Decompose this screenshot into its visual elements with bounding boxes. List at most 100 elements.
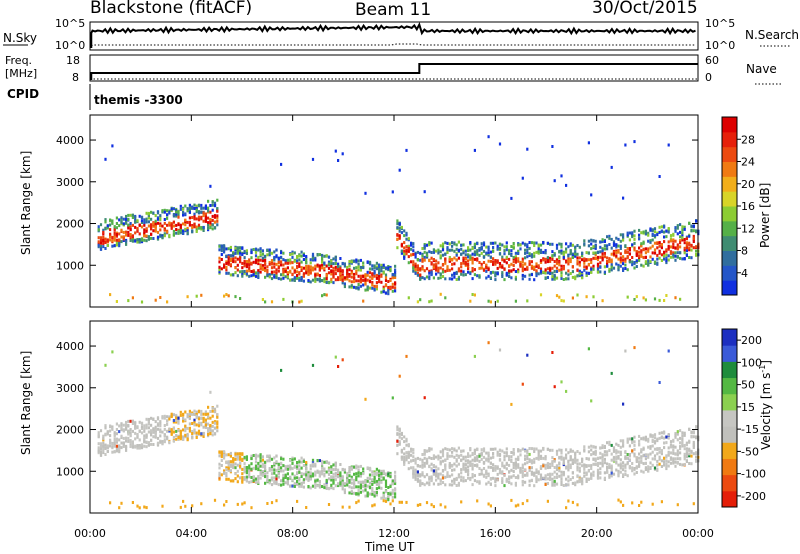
- power-scatter-cell: [526, 245, 529, 249]
- power-scatter-cell: [615, 254, 618, 258]
- power-scatter-cell: [398, 234, 401, 238]
- velocity-scatter-cell: [291, 484, 294, 488]
- velocity-scatter-cell: [147, 426, 150, 430]
- power-scatter-cell: [207, 221, 210, 225]
- velocity-scatter-cell: [129, 434, 132, 438]
- power-scatter-cell: [218, 268, 221, 272]
- velocity-scatter-cell: [558, 456, 561, 460]
- power-scatter-cell: [368, 271, 372, 275]
- velocity-scatter-cell: [512, 462, 515, 465]
- velocity-scatter-cell: [496, 450, 499, 454]
- velocity-scatter-cell: [544, 455, 547, 459]
- power-scatter-cell: [512, 242, 515, 245]
- power-scatter-cell: [453, 271, 456, 275]
- power-scatter-cell: [553, 273, 556, 277]
- velocity-scatter-cell: [642, 462, 645, 466]
- power-scatter-cell: [97, 227, 100, 231]
- velocity-scatter-cell: [455, 464, 458, 468]
- velocity-scatter-cell: [300, 460, 303, 464]
- velocity-scatter-cell: [485, 482, 488, 486]
- velocity-scatter-cell: [252, 476, 255, 480]
- velocity-scatter-cell: [298, 460, 301, 464]
- power-scatter-cell: [642, 230, 645, 234]
- power-scatter-cell: [364, 191, 367, 195]
- velocity-scatter-cell: [216, 404, 219, 408]
- velocity-scatter-cell: [213, 432, 217, 436]
- velocity-scatter-cell: [245, 469, 248, 473]
- velocity-scatter-cell: [400, 455, 403, 459]
- velocity-scatter-cell: [505, 451, 508, 455]
- power-scatter-cell: [435, 266, 438, 269]
- velocity-scatter-cell: [628, 466, 631, 470]
- velocity-scatter-cell: [378, 481, 381, 484]
- velocity-scatter-cell: [270, 472, 274, 476]
- velocity-scatter-cell: [553, 466, 556, 469]
- velocity-scatter-cell: [195, 436, 198, 439]
- power-scatter-cell: [113, 231, 116, 235]
- power-scatter-cell: [172, 207, 175, 211]
- velocity-scatter-cell: [152, 443, 155, 446]
- power-scatter-cell: [138, 240, 141, 244]
- velocity-scatter-cell: [565, 456, 568, 460]
- velocity-scatter-cell: [277, 462, 280, 466]
- power-scatter-cell: [380, 274, 383, 278]
- power-scatter-cell: [571, 252, 574, 256]
- power-scatter-cell: [118, 224, 121, 228]
- power-scatter-cell: [316, 272, 319, 276]
- velocity-scatter-cell: [555, 472, 559, 476]
- velocity-scatter-cell: [382, 499, 385, 503]
- power-colorbar-tick-label: 28: [741, 133, 755, 146]
- power-scatter-cell: [220, 244, 223, 248]
- power-scatter-cell: [660, 229, 663, 233]
- power-scatter-cell: [382, 290, 385, 294]
- power-scatter-cell: [574, 254, 577, 258]
- power-scatter-cell: [115, 300, 118, 303]
- power-scatter-cell: [156, 230, 160, 234]
- power-scatter-cell: [225, 262, 228, 265]
- power-scatter-cell: [601, 249, 604, 253]
- velocity-scatter-cell: [239, 457, 242, 461]
- velocity-scatter-cell: [610, 464, 613, 468]
- power-scatter-cell: [612, 250, 616, 254]
- velocity-scatter-cell: [660, 431, 663, 435]
- power-scatter-cell: [530, 241, 533, 245]
- velocity-scatter-cell: [300, 482, 303, 485]
- power-scatter-cell: [512, 256, 515, 259]
- power-scatter-cell: [113, 236, 116, 239]
- velocity-scatter-cell: [398, 440, 401, 444]
- power-scatter-cell: [289, 258, 292, 262]
- velocity-scatter-cell: [145, 440, 148, 444]
- velocity-scatter-cell: [156, 427, 160, 431]
- power-scatter-cell: [482, 249, 486, 253]
- power-scatter-cell: [457, 256, 460, 260]
- velocity-scatter-cell: [560, 451, 563, 455]
- velocity-scatter-cell: [501, 471, 504, 475]
- velocity-scatter-cell: [254, 467, 258, 471]
- power-scatter-cell: [524, 243, 527, 247]
- velocity-scatter-cell: [193, 431, 196, 435]
- power-scatter-cell: [560, 274, 563, 278]
- velocity-scatter-cell: [104, 443, 107, 447]
- power-scatter-cell: [649, 255, 652, 259]
- velocity-scatter-cell: [603, 453, 606, 457]
- velocity-scatter-cell: [355, 472, 358, 476]
- velocity-scatter-cell: [384, 482, 388, 486]
- velocity-scatter-cell: [125, 423, 128, 427]
- velocity-scatter-cell: [416, 474, 419, 478]
- velocity-scatter-cell: [309, 474, 312, 478]
- velocity-scatter-cell: [644, 461, 647, 465]
- velocity-scatter-cell: [207, 422, 210, 426]
- velocity-scatter-cell: [209, 424, 212, 427]
- velocity-scatter-cell: [503, 451, 506, 455]
- power-scatter-cell: [596, 262, 600, 266]
- velocity-scatter-cell: [544, 463, 547, 467]
- power-scatter-cell: [193, 203, 196, 207]
- velocity-scatter-cell: [264, 481, 267, 485]
- power-scatter-cell: [229, 248, 232, 252]
- power-scatter-cell: [494, 278, 497, 282]
- power-scatter-cell: [127, 230, 130, 234]
- power-scatter-cell: [343, 282, 346, 286]
- velocity-scatter-cell: [478, 481, 481, 485]
- power-scatter-cell: [298, 254, 301, 258]
- velocity-scatter-cell: [441, 481, 445, 484]
